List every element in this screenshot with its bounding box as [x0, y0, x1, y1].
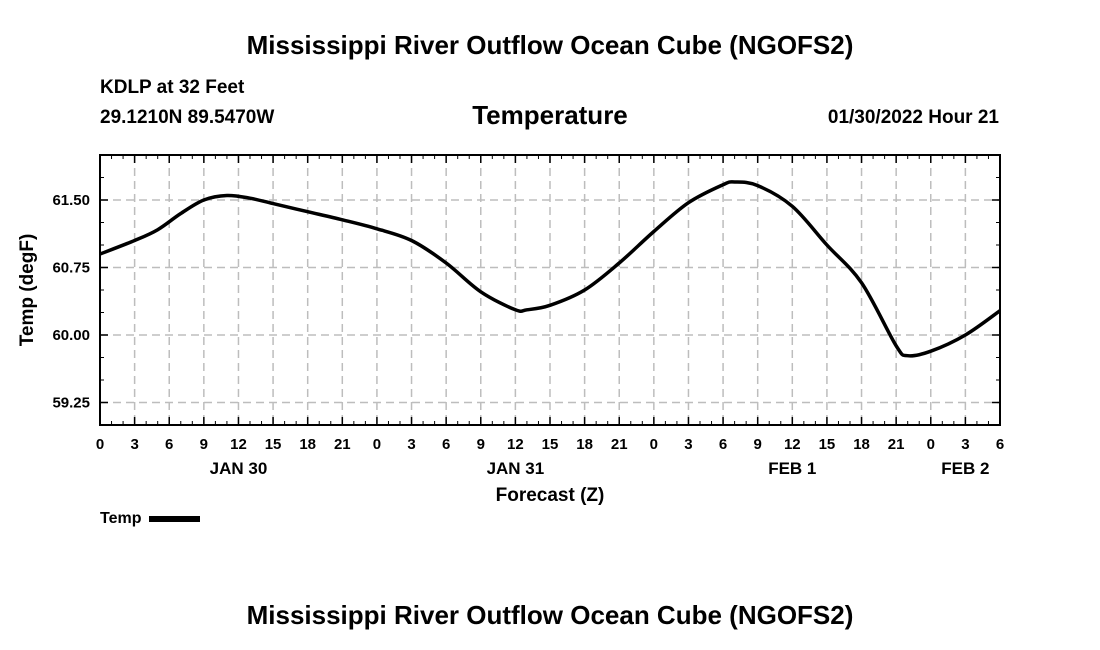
x-tick-label: 18	[299, 436, 316, 453]
x-tick-label: 0	[96, 436, 104, 453]
footer-title: Mississippi River Outflow Ocean Cube (NG…	[246, 600, 854, 630]
x-tick-label: 18	[853, 436, 870, 453]
y-tick-label: 60.00	[52, 327, 90, 344]
y-tick-label: 59.25	[52, 395, 90, 412]
x-tick-label: 12	[507, 436, 524, 453]
y-axis-label: Temp (degF)	[17, 234, 38, 347]
station-label: KDLP at 32 Feet	[100, 77, 245, 98]
x-tick-label: 6	[442, 436, 450, 453]
y-tick-label: 61.50	[52, 192, 90, 209]
day-label: FEB 2	[941, 459, 989, 478]
x-tick-label: 3	[407, 436, 415, 453]
legend-line-swatch	[149, 515, 201, 522]
x-tick-label: 18	[576, 436, 593, 453]
x-tick-label: 3	[684, 436, 692, 453]
datetime-label: 01/30/2022 Hour 21	[827, 107, 999, 128]
x-tick-label: 12	[784, 436, 801, 453]
day-label: JAN 31	[487, 459, 545, 478]
series-line-temp	[99, 180, 1002, 358]
x-tick-label: 0	[927, 436, 935, 453]
x-tick-label: 21	[611, 436, 628, 453]
x-tick-label: 15	[542, 436, 559, 453]
day-label: JAN 30	[210, 459, 268, 478]
day-label: FEB 1	[768, 459, 816, 478]
plot-frame	[99, 154, 1001, 426]
x-tick-label: 9	[200, 436, 208, 453]
series-layer	[99, 180, 1002, 358]
x-tick-label: 12	[230, 436, 247, 453]
legend: Temp	[100, 510, 201, 528]
chart-subtitle: Temperature	[472, 100, 628, 130]
coordinates-label: 29.1210N 89.5470W	[100, 107, 275, 128]
x-tick-label: 15	[819, 436, 836, 453]
x-tick-label: 9	[754, 436, 762, 453]
x-tick-label: 9	[477, 436, 485, 453]
x-tick-label: 6	[996, 436, 1004, 453]
x-tick-label: 3	[130, 436, 138, 453]
x-tick-label: 21	[334, 436, 351, 453]
x-tick-label: 6	[719, 436, 727, 453]
y-tick-label: 60.75	[52, 260, 90, 277]
x-tick-label: 21	[888, 436, 905, 453]
chart-main-title: Mississippi River Outflow Ocean Cube (NG…	[246, 30, 854, 60]
x-tick-label: 0	[650, 436, 658, 453]
x-tick-label: 6	[165, 436, 173, 453]
legend-label: Temp	[100, 510, 142, 527]
x-tick-label: 15	[265, 436, 282, 453]
x-tick-label: 0	[373, 436, 381, 453]
x-tick-label: 3	[961, 436, 969, 453]
x-axis-label: Forecast (Z)	[496, 485, 605, 506]
